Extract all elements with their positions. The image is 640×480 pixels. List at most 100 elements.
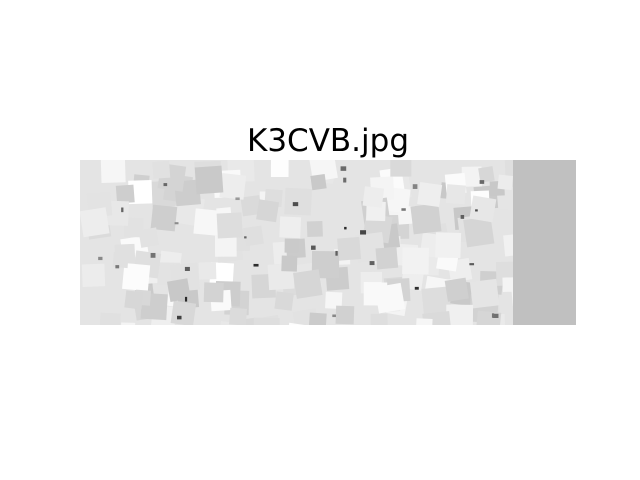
noise-dot	[344, 226, 347, 230]
noise-square	[445, 184, 467, 205]
noise-square	[390, 160, 412, 177]
noise-dot	[475, 209, 478, 212]
noise-square	[219, 173, 247, 200]
noise-square	[124, 290, 144, 310]
noise-square	[422, 310, 453, 325]
noise-square	[446, 304, 474, 325]
noise-dot	[244, 236, 247, 239]
noise-square	[152, 160, 171, 179]
noise-dot	[369, 261, 375, 266]
noise-square	[279, 216, 302, 239]
noise-square	[497, 174, 513, 191]
image-margin	[513, 160, 576, 325]
noise-square	[310, 173, 327, 191]
image-title: K3CVB.jpg	[247, 123, 409, 159]
noise-square	[402, 247, 429, 275]
image	[80, 160, 576, 325]
noise-square	[308, 160, 338, 182]
noise-dot	[343, 177, 347, 183]
noise-dot	[235, 197, 240, 201]
noise-dot	[98, 256, 103, 261]
noise-square	[80, 207, 110, 238]
noise-dot	[401, 208, 406, 211]
noise-square	[435, 232, 462, 259]
noise-dot	[163, 183, 168, 187]
noise-dot	[253, 263, 259, 267]
noise-square	[362, 186, 385, 208]
noise-dot	[460, 214, 465, 219]
noise-dot	[184, 296, 188, 302]
noise-dot	[150, 252, 156, 258]
noise-square	[281, 255, 298, 272]
noise-square	[81, 263, 106, 287]
noise-layer	[80, 160, 513, 325]
noise-square	[284, 187, 313, 216]
noise-dot	[360, 230, 367, 235]
noise-dot	[292, 202, 299, 207]
noise-square	[306, 220, 323, 238]
noise-dot	[340, 166, 347, 171]
noise-square	[461, 166, 482, 187]
noise-square	[122, 263, 151, 292]
noise-square	[469, 278, 500, 309]
noise-square	[115, 184, 135, 204]
noise-square	[123, 217, 144, 238]
noise-dot	[414, 286, 419, 290]
noise-square	[270, 160, 289, 178]
noise-square	[410, 203, 442, 235]
noise-square	[214, 235, 237, 257]
noise-square	[495, 261, 513, 286]
noise-square	[293, 269, 323, 299]
noise-square	[421, 286, 452, 317]
noise-square	[203, 282, 224, 303]
noise-square	[375, 246, 399, 270]
noise-square	[170, 300, 197, 325]
noise-square	[150, 204, 178, 232]
noise-square	[216, 212, 243, 239]
noise-dot	[184, 266, 190, 271]
noise-square	[335, 305, 355, 325]
noise-square	[478, 166, 495, 183]
noise-square	[415, 318, 433, 325]
noise-square	[112, 252, 129, 269]
noise-square	[99, 312, 121, 325]
noise-square	[284, 238, 299, 253]
noise-square	[193, 208, 221, 236]
noise-square	[363, 281, 388, 306]
noise-square	[166, 278, 191, 303]
noise-square	[444, 277, 469, 302]
noise-square	[100, 160, 126, 183]
noise-dot	[412, 184, 418, 189]
noise-dot	[469, 263, 475, 266]
noise-dot	[491, 313, 495, 318]
noise-square	[256, 199, 280, 223]
noise-square	[198, 262, 217, 280]
noise-square	[253, 317, 280, 325]
noise-square	[240, 195, 262, 217]
noise-dot	[335, 250, 338, 256]
noise-square	[417, 182, 443, 208]
noise-dot	[177, 315, 182, 320]
noise-square	[469, 195, 497, 223]
noise-square	[274, 291, 294, 311]
noise-dot	[479, 180, 485, 184]
noise-dot	[121, 207, 124, 213]
noise-dot	[311, 245, 316, 250]
noise-square	[503, 233, 513, 257]
noise-square	[194, 165, 224, 195]
noise-square	[138, 227, 159, 248]
noise-square	[463, 216, 495, 248]
noise-square	[502, 277, 513, 292]
noise-dot	[174, 222, 179, 225]
noise-square	[229, 307, 248, 325]
noise-dot	[492, 313, 499, 319]
noise-dot	[115, 265, 120, 269]
noise-square	[337, 236, 362, 261]
noise-square	[370, 313, 388, 325]
noise-square	[243, 225, 264, 247]
noise-square	[325, 291, 343, 310]
noise-dot	[332, 314, 336, 318]
noise-square	[308, 312, 327, 325]
